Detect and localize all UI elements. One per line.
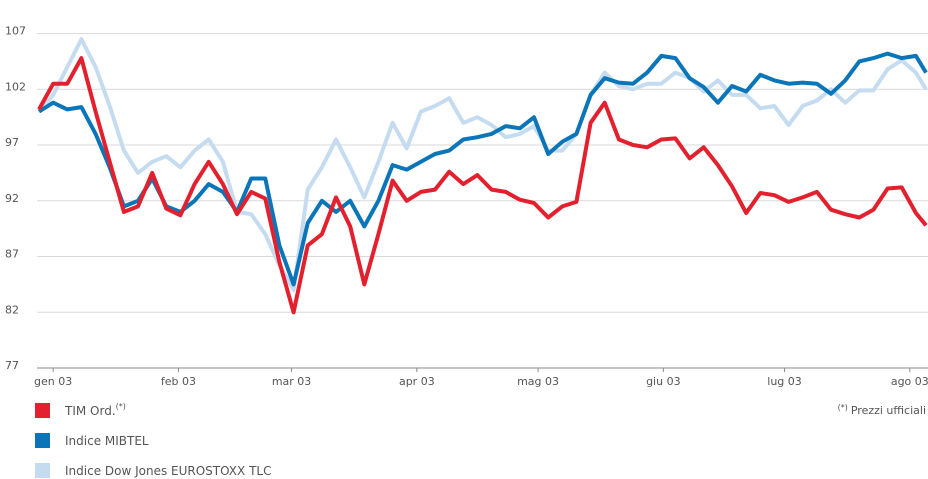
series-line — [37, 37, 928, 292]
legend-swatch — [35, 433, 50, 448]
legend-swatch — [35, 463, 50, 478]
axes: 77 82 87 92 97 102 107 gen 03 feb 03 mar 03 apr 03… — [5, 25, 928, 388]
y-tick-label: 87 — [5, 248, 19, 261]
x-tick-label: gen 03 — [34, 375, 72, 388]
y-tick-label: 102 — [5, 80, 26, 93]
legend-name: Indice Dow Jones EUROSTOXX TLC — [65, 464, 271, 478]
series-line — [37, 56, 928, 315]
legend: TIM Ord.(*) Indice MIBTEL Indice Dow Jones… — [35, 402, 271, 478]
x-tick-label: mag 03 — [517, 375, 559, 388]
legend-label: Indice MIBTEL — [65, 434, 149, 448]
x-tick-label: mar 03 — [272, 375, 311, 388]
footnote: (*) Prezzi ufficiali — [838, 403, 926, 418]
legend-swatch — [35, 403, 50, 418]
y-tick-label: 82 — [5, 303, 19, 316]
legend-sup: (*) — [116, 402, 126, 411]
legend-label: TIM Ord.(*) — [64, 402, 126, 418]
x-tick-label: ago 03 — [891, 375, 928, 388]
legend-label: Indice Dow Jones EUROSTOXX TLC — [65, 464, 271, 478]
footnote-marker: (*) — [838, 403, 848, 412]
series-line — [37, 51, 928, 287]
y-tick-label: 97 — [5, 136, 19, 149]
y-tick-label: 107 — [5, 25, 26, 38]
legend-name: Indice MIBTEL — [65, 434, 149, 448]
x-tick-label: lug 03 — [767, 375, 802, 388]
x-tick-label: apr 03 — [399, 375, 435, 388]
lines — [37, 37, 928, 315]
footnote-text: Prezzi ufficiali — [851, 404, 926, 417]
y-tick-label: 92 — [5, 192, 19, 205]
x-tick-label: feb 03 — [161, 375, 196, 388]
y-tick-label: 77 — [5, 359, 19, 372]
legend-name: TIM Ord. — [64, 404, 116, 418]
x-tick-label: giu 03 — [646, 375, 681, 388]
